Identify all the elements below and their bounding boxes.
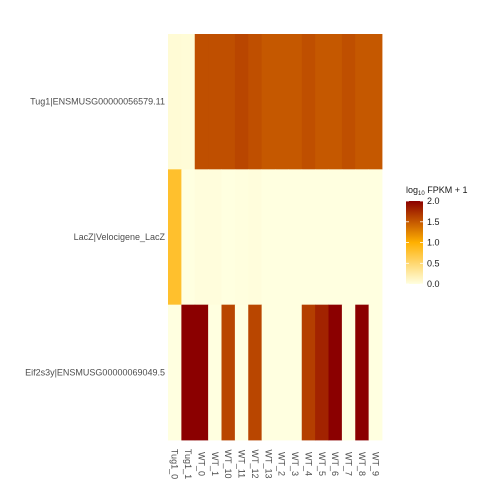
heatmap-cell xyxy=(181,304,196,441)
column-labels: Tug1_0 Tug1_1 WT_0 WT_1 WT_10 WT_11 WT_12 WT_13… xyxy=(170,449,381,479)
heatmap-cell xyxy=(221,169,236,306)
column-label: Tug1_0 xyxy=(170,449,180,479)
heatmap-cell xyxy=(248,169,263,306)
row-label: Eif2s3y|ENSMUSG00000069049.5 xyxy=(25,367,165,377)
heatmap-cell xyxy=(261,304,276,441)
column-label: WT_5 xyxy=(317,452,327,476)
heatmap-cell xyxy=(328,304,343,441)
heatmap-cell xyxy=(221,304,236,441)
column-label: WT_8 xyxy=(357,452,367,476)
column-label: WT_7 xyxy=(344,452,354,476)
column-label: WT_10 xyxy=(223,449,233,478)
heatmap-cell xyxy=(168,169,182,306)
heatmap-cell xyxy=(275,169,289,306)
column-label: WT_9 xyxy=(370,452,380,476)
row-label: Tug1|ENSMUSG00000056579.11 xyxy=(30,97,165,107)
heatmap-cell xyxy=(341,169,356,306)
heatmap-cell xyxy=(261,169,276,306)
legend-title: log10 FPKM + 1 xyxy=(406,185,467,197)
column-label: WT_6 xyxy=(330,452,340,476)
legend-tick-label: 1.0 xyxy=(427,238,440,248)
heatmap-cell xyxy=(288,34,303,170)
column-label: WT_13 xyxy=(263,449,273,478)
legend-tick-label: 0.5 xyxy=(427,258,440,268)
heatmap-cell xyxy=(194,169,209,306)
column-label: WT_2 xyxy=(277,452,287,476)
legend-colorbar xyxy=(406,201,423,284)
heatmap-cell xyxy=(288,169,303,306)
legend-tick-label: 1.5 xyxy=(427,217,440,227)
heatmap-cell xyxy=(194,304,209,441)
heatmap-cell xyxy=(315,304,329,441)
heatmap-cell xyxy=(368,304,383,441)
legend-tick-label: 2.0 xyxy=(427,196,440,206)
heatmap-cell xyxy=(234,169,249,306)
column-label: WT_11 xyxy=(237,450,247,478)
heatmap-cell xyxy=(328,34,343,170)
heatmap-cell xyxy=(315,169,329,306)
heatmap-cell xyxy=(301,304,316,441)
heatmap-cell xyxy=(194,34,209,170)
heatmap-cell xyxy=(181,169,196,306)
heatmap-cell xyxy=(368,34,383,170)
column-label: WT_1 xyxy=(210,452,220,476)
column-label: Tug1_1 xyxy=(183,449,193,479)
heatmap-cells xyxy=(168,34,383,441)
heatmap-cell xyxy=(275,34,289,170)
heatmap-cell xyxy=(315,34,329,170)
heatmap-cell xyxy=(208,169,222,306)
heatmap-cell xyxy=(221,34,236,170)
column-label: WT_4 xyxy=(303,452,313,476)
heatmap-cell xyxy=(248,34,263,170)
heatmap-cell xyxy=(328,169,343,306)
heatmap-cell xyxy=(341,304,356,441)
heatmap-cell xyxy=(355,34,370,170)
heatmap-cell xyxy=(301,34,316,170)
heatmap-cell xyxy=(275,304,289,441)
heatmap-cell xyxy=(341,34,356,170)
heatmap-cell xyxy=(355,169,370,306)
heatmap-cell xyxy=(168,34,182,170)
heatmap-cell xyxy=(355,304,370,441)
heatmap-cell xyxy=(288,304,303,441)
heatmap-cell xyxy=(301,169,316,306)
legend-tick-label: 0.0 xyxy=(427,279,440,289)
heatmap-cell xyxy=(234,34,249,170)
column-label: WT_3 xyxy=(290,452,300,476)
heatmap-cell xyxy=(248,304,263,441)
heatmap-cell xyxy=(234,304,249,441)
row-label: LacZ|Velocigene_LacZ xyxy=(74,232,166,242)
column-label: WT_0 xyxy=(196,452,206,476)
heatmap-cell xyxy=(368,169,383,306)
heatmap-cell xyxy=(261,34,276,170)
column-label: WT_12 xyxy=(250,449,260,478)
heatmap-cell xyxy=(208,34,222,170)
heatmap-cell xyxy=(208,304,222,441)
heatmap-cell xyxy=(181,34,196,170)
legend: log10 FPKM + 1 2.0 1.5 1.0 0.5 0.0 xyxy=(406,185,467,289)
row-labels: Tug1|ENSMUSG00000056579.11 LacZ|Velocigen… xyxy=(25,97,165,378)
legend-ticks: 2.0 1.5 1.0 0.5 0.0 xyxy=(406,196,440,289)
heatmap-cell xyxy=(168,304,182,441)
